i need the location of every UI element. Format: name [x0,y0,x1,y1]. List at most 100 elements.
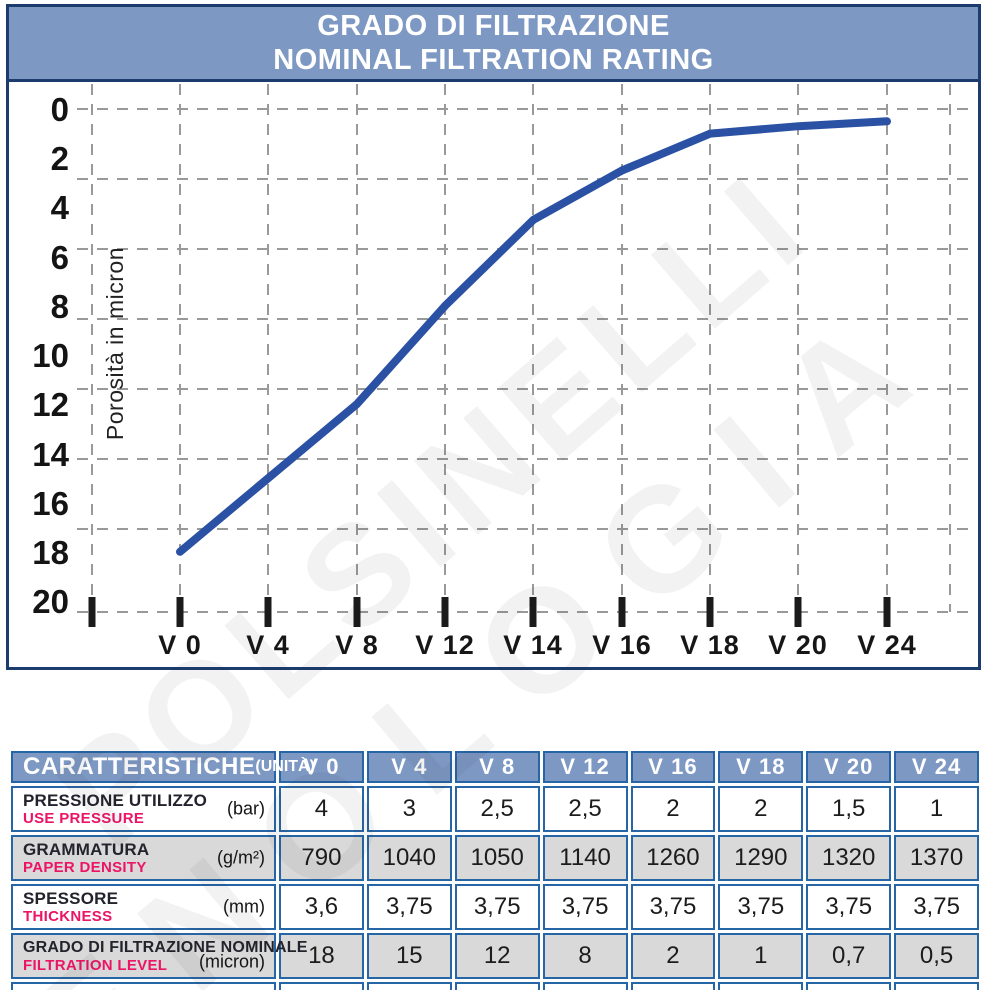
value-cell: 8 [806,982,892,990]
value-cell: 4 [894,982,979,990]
value-cell: 3,75 [542,884,628,930]
value-cell: 3,75 [894,884,979,930]
value-cell: 1040 [366,835,452,881]
row-label-cell: PRESSIONE UTILIZZO USE PRESSURE (bar) [11,786,276,832]
x-tick-label: V 14 [503,630,563,660]
y-tick-label: 18 [32,534,69,571]
value-cell: 4 [279,786,364,832]
value-cell: 0,5 [894,933,979,979]
value-cell: 3,6 [279,884,364,930]
x-tick-label: V 24 [857,630,917,660]
value-cell: 45 [542,982,628,990]
y-tick-label: 6 [50,239,69,276]
row-label-english: USE PRESSURE [23,810,145,827]
x-tick-label: V 18 [680,630,740,660]
row-label-italian: GRADO DI FILTRAZIONE NOMINALE [23,939,308,956]
row-label-english: PAPER DENSITY [23,859,147,876]
value-cell: 1290 [718,835,804,881]
column-header-v12: V 12 [542,751,628,783]
y-tick-label: 8 [50,288,69,325]
table-unit-label: (UNITÀ) [255,758,315,775]
row-label-cell: GRADO DI FILTRAZIONE NOMINALE FILTRATION… [11,933,308,979]
porosity-curve [176,117,891,556]
value-cell: 1370 [894,835,979,881]
row-label-english: FILTRATION LEVEL [23,957,168,974]
x-tick-label: V 12 [415,630,475,660]
value-cell: 620 [279,982,364,990]
value-cell: 2 [630,933,716,979]
table-header-row: CARATTERISTICHE (UNITÀ) V 0 V 4 V 8 V 12… [11,751,979,783]
row-label-cell: SPESSORE THICKNESS (mm) [11,884,276,930]
y-tick-label: 4 [50,189,69,226]
value-cell: 0,7 [806,933,892,979]
column-header-v24: V 24 [894,751,979,783]
y-tick-label: 0 [50,91,69,128]
value-cell: 2,5 [542,786,628,832]
row-unit: (mm) [223,896,265,917]
value-cell: 1320 [806,835,892,881]
table-row-water-flow: PORTATA D'ACQUA WATER FLOW (l/min/m²) 62… [11,982,979,990]
value-cell: 2,5 [454,786,540,832]
column-header-v16: V 16 [630,751,716,783]
y-tick-label: 10 [32,337,69,374]
row-label-cell: GRAMMATURA PAPER DENSITY (g/m²) [11,835,276,881]
column-header-v18: V 18 [718,751,804,783]
column-header-v20: V 20 [806,751,892,783]
value-cell: 8 [542,933,628,979]
table-row-use-pressure: PRESSIONE UTILIZZO USE PRESSURE (bar) 4 … [11,786,979,832]
y-tick-label: 14 [32,436,69,473]
chart-title: GRADO DI FILTRAZIONE NOMINAL FILTRATION … [9,7,978,82]
chart-title-english: NOMINAL FILTRATION RATING [273,44,714,76]
value-cell: 2 [630,786,716,832]
plot-area: 0 2 4 6 8 10 12 14 16 18 20 V 0 V 4 V 8 … [9,82,978,667]
value-cell: 12 [718,982,804,990]
filtration-chart: GRADO DI FILTRAZIONE NOMINAL FILTRATION … [6,4,981,670]
chart-title-italian: GRADO DI FILTRAZIONE [317,10,670,42]
x-tick-label: V 8 [335,630,379,660]
x-axis-ticks [88,597,891,627]
row-unit: (micron) [199,951,265,972]
value-cell: 1260 [630,835,716,881]
column-header-v0: V 0 [279,751,364,783]
table-header-first-cell: CARATTERISTICHE (UNITÀ) [11,751,315,783]
row-label-english: THICKNESS [23,908,113,925]
value-cell: 1 [718,933,804,979]
value-cell: 1,5 [806,786,892,832]
chart-canvas [77,84,971,627]
value-cell: 2 [718,786,804,832]
y-axis-label: Porosità in micron [102,247,128,441]
grid-vertical [91,84,951,612]
value-cell: 1050 [454,835,540,881]
x-tick-label: V 4 [246,630,290,660]
x-tick-label: V 0 [158,630,202,660]
y-tick-label: 16 [32,485,69,522]
value-cell: 16 [630,982,716,990]
y-tick-label: 20 [32,583,69,620]
value-cell: 12 [454,933,540,979]
value-cell: 3,75 [630,884,716,930]
value-cell: 1 [894,786,979,832]
column-header-v8: V 8 [454,751,540,783]
value-cell: 3,75 [718,884,804,930]
x-tick-label: V 16 [592,630,652,660]
x-tick-label: V 20 [768,630,828,660]
row-unit: (bar) [226,798,265,819]
characteristics-table: CARATTERISTICHE (UNITÀ) V 0 V 4 V 8 V 12… [8,748,982,990]
row-label-italian: GRAMMATURA [23,840,150,859]
table-title: CARATTERISTICHE [23,753,256,780]
value-cell: 790 [279,835,364,881]
y-tick-label: 2 [50,140,69,177]
row-label-italian: PORTATA D'ACQUA [23,987,266,990]
value-cell: 3,75 [366,884,452,930]
table-row-thickness: SPESSORE THICKNESS (mm) 3,6 3,75 3,75 3,… [11,884,979,930]
value-cell: 3,75 [806,884,892,930]
value-cell: 220 [366,982,452,990]
value-cell: 160 [454,982,540,990]
row-unit: (g/m²) [217,847,265,868]
grid-horizontal [77,108,971,613]
table-row-paper-density: GRAMMATURA PAPER DENSITY (g/m²) 790 1040… [11,835,979,881]
row-label-italian: PRESSIONE UTILIZZO [23,791,208,810]
value-cell: 3,75 [454,884,540,930]
value-cell: 1140 [542,835,628,881]
